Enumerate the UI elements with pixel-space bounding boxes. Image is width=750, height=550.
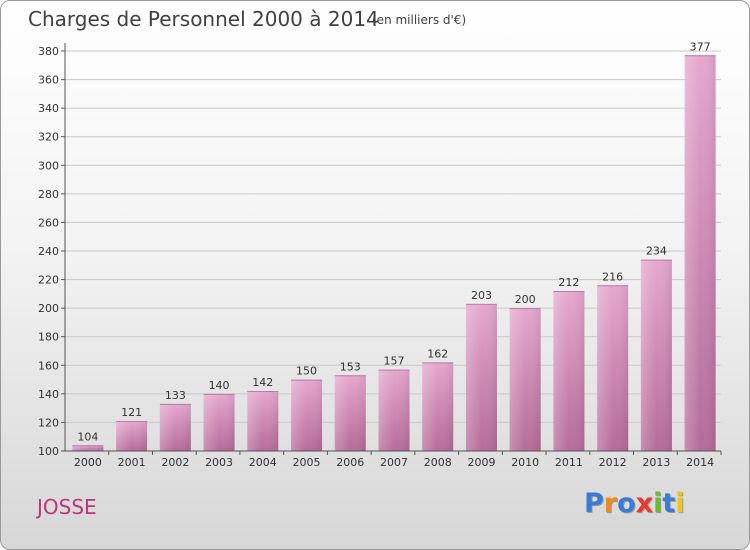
y-tick-label: 300 — [38, 159, 59, 172]
bar-shade — [72, 445, 104, 451]
commune-name: JOSSE — [37, 495, 97, 519]
logo-letter: i — [653, 488, 663, 519]
data-label: 133 — [165, 389, 186, 402]
x-tick-label: 2014 — [686, 456, 714, 469]
x-tick-label: 2013 — [642, 456, 670, 469]
bar-shade — [597, 285, 629, 451]
bar-shade — [509, 308, 541, 451]
y-tick-label: 280 — [38, 188, 59, 201]
data-label: 140 — [209, 379, 230, 392]
logo-letter: i — [675, 488, 685, 519]
x-tick-label: 2002 — [161, 456, 189, 469]
data-label: 200 — [515, 293, 536, 306]
y-tick-label: 340 — [38, 102, 59, 115]
x-tick-label: 2005 — [293, 456, 321, 469]
x-tick-label: 2001 — [118, 456, 146, 469]
x-tick-label: 2008 — [424, 456, 452, 469]
y-tick-label: 360 — [38, 74, 59, 87]
data-label: 216 — [602, 270, 623, 283]
logo-letter: o — [617, 488, 636, 519]
data-label: 121 — [121, 406, 142, 419]
bar-shade — [422, 362, 454, 451]
data-label: 157 — [384, 355, 405, 368]
logo-letter: x — [635, 488, 654, 519]
bar-shade — [553, 291, 585, 451]
y-tick-label: 120 — [38, 416, 59, 429]
data-label: 234 — [646, 245, 667, 258]
data-label: 203 — [471, 289, 492, 302]
y-tick-label: 100 — [38, 445, 59, 458]
bar-shade — [684, 55, 716, 451]
y-tick-label: 200 — [38, 302, 59, 315]
y-tick-label: 140 — [38, 388, 59, 401]
data-label: 212 — [558, 276, 579, 289]
bar-shade — [203, 393, 235, 451]
data-label: 162 — [427, 347, 448, 360]
y-tick-label: 380 — [38, 45, 59, 58]
logo-letter: P — [584, 488, 604, 519]
x-tick-label: 2000 — [74, 456, 102, 469]
x-tick-label: 2006 — [336, 456, 364, 469]
y-tick-label: 260 — [38, 216, 59, 229]
bar-shade — [291, 379, 323, 451]
bar-shade — [116, 421, 148, 451]
data-label: 142 — [252, 376, 273, 389]
x-tick-label: 2004 — [249, 456, 277, 469]
x-tick-label: 2011 — [555, 456, 583, 469]
y-tick-label: 180 — [38, 331, 59, 344]
bar-shade — [334, 375, 366, 451]
x-tick-label: 2007 — [380, 456, 408, 469]
x-tick-label: 2012 — [599, 456, 627, 469]
bar-shade — [465, 303, 497, 451]
bar-shade — [247, 391, 279, 451]
y-tick-label: 240 — [38, 245, 59, 258]
bar-shade — [378, 369, 410, 451]
chart-title: Charges de Personnel 2000 à 2014 — [28, 7, 379, 31]
data-label: 377 — [690, 40, 711, 53]
data-label: 153 — [340, 360, 361, 373]
bar-shade — [640, 259, 672, 451]
y-tick-label: 320 — [38, 131, 59, 144]
x-tick-label: 2009 — [467, 456, 495, 469]
y-tick-label: 160 — [38, 359, 59, 372]
x-tick-label: 2003 — [205, 456, 233, 469]
logo-letter: t — [662, 488, 676, 519]
logo-letter: r — [603, 488, 618, 519]
proxiti-logo: Proxiti — [584, 488, 685, 519]
data-label: 104 — [77, 430, 98, 443]
bar-shade — [159, 403, 191, 451]
x-tick-label: 2010 — [511, 456, 539, 469]
y-tick-label: 220 — [38, 274, 59, 287]
data-label: 150 — [296, 365, 317, 378]
chart-subtitle: (en milliers d'€) — [372, 13, 467, 27]
